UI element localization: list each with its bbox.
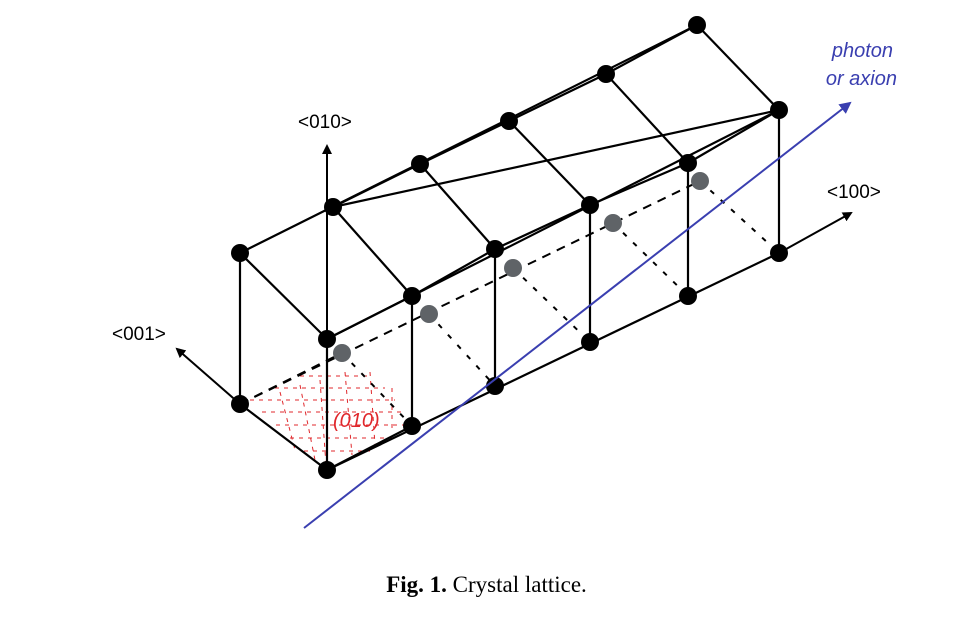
beam-label-line2: or axion — [826, 68, 897, 90]
lattice-atoms — [231, 16, 788, 479]
figure-caption: Fig. 1. Crystal lattice. — [0, 572, 973, 598]
axis-100-arrow — [778, 212, 853, 254]
lattice-edges — [238, 24, 781, 471]
axis-100-label: <100> — [827, 182, 881, 203]
axis-arrows — [175, 144, 853, 405]
plane-010-label: (010) — [333, 410, 380, 432]
axis-001-label: <001> — [112, 324, 166, 345]
beam-line — [303, 101, 852, 529]
axis-001-arrow — [175, 347, 241, 405]
crystal-lattice-diagram: <010> <001> <100> (010) photon or axion — [112, 16, 897, 529]
plane-010-hatch — [250, 371, 405, 466]
beam-label-line1: photon — [831, 40, 893, 62]
axis-010-label: <010> — [298, 112, 352, 133]
hidden-edges — [239, 180, 780, 427]
figure-caption-text: Crystal lattice. — [446, 572, 587, 597]
back-atoms — [333, 172, 709, 362]
figure-caption-prefix: Fig. 1. — [386, 572, 447, 597]
